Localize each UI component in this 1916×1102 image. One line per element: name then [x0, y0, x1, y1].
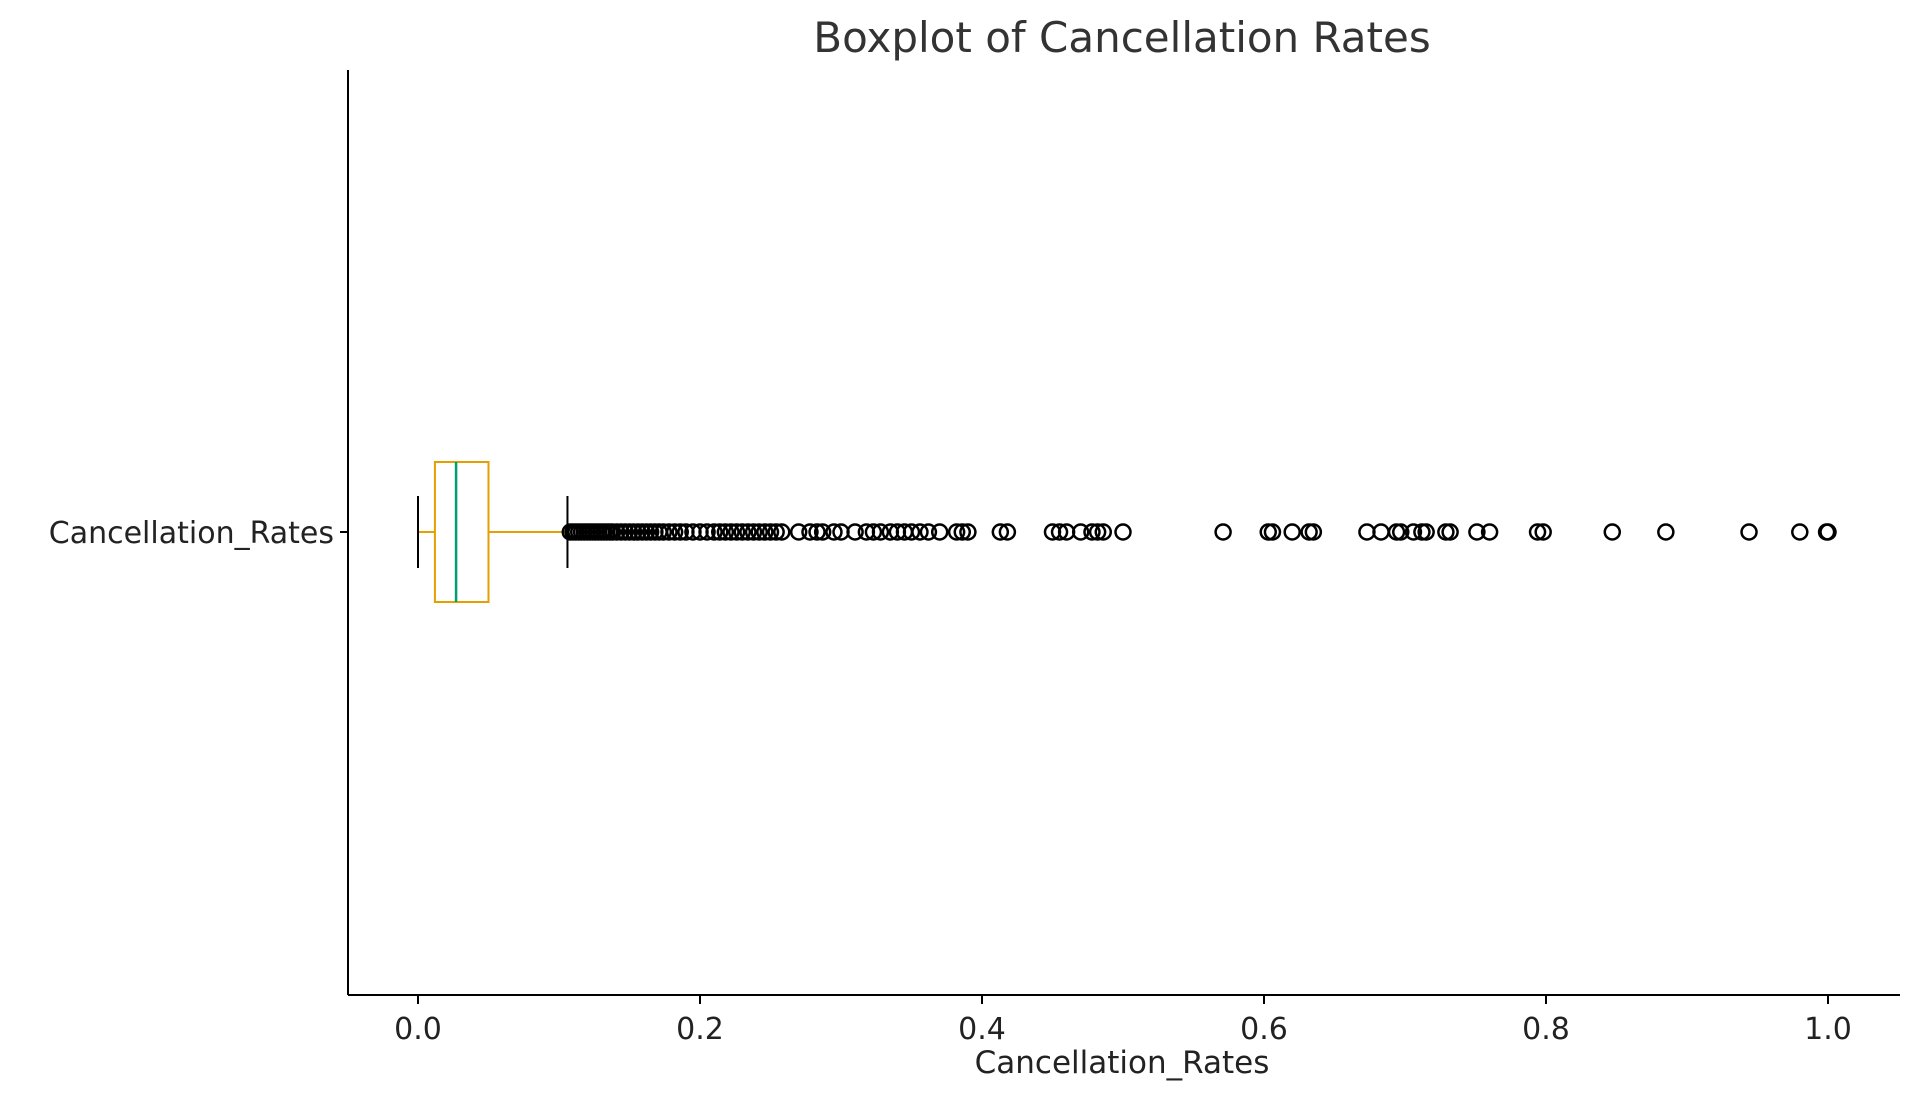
chart-title: Boxplot of Cancellation Rates [813, 13, 1430, 62]
x-tick-label: 0.6 [1240, 1012, 1288, 1047]
outlier-point [1263, 523, 1282, 541]
outlier-point [761, 523, 780, 541]
outlier-point [1468, 523, 1486, 541]
outlier-point [660, 523, 678, 541]
outlier-point [1819, 523, 1837, 541]
outlier-point [1392, 523, 1410, 541]
outlier-point [1534, 523, 1552, 541]
outlier-point [991, 523, 1010, 541]
outliers [561, 523, 1837, 541]
x-tick-label: 0.4 [958, 1012, 1006, 1047]
outlier-point [808, 523, 826, 541]
outlier-point [1480, 523, 1499, 541]
y-tick: Cancellation_Rates [49, 516, 348, 551]
outlier-point [813, 523, 832, 541]
iqr-box [433, 461, 490, 603]
outlier-point [871, 523, 890, 541]
outlier-point [705, 523, 723, 541]
x-tick-label: 0.0 [394, 1012, 442, 1047]
outlier-point [902, 523, 921, 541]
outlier-point [911, 523, 929, 541]
outlier-point [959, 523, 977, 541]
outlier-point [825, 523, 843, 541]
outlier-point [665, 523, 684, 541]
outlier-point [1441, 523, 1459, 541]
outlier-point [930, 523, 949, 541]
x-tick-label: 0.2 [676, 1012, 724, 1047]
outlier-point [947, 523, 966, 541]
outlier-point [739, 523, 757, 541]
outlier-point [727, 523, 746, 541]
outlier-point [1740, 523, 1758, 541]
outlier-point [654, 523, 673, 541]
x-ticks: 0.0 0.2 0.4 0.6 0.8 1.0 [394, 995, 1852, 1047]
outlier-point [846, 523, 864, 541]
outlier-point [698, 523, 716, 541]
x-axis-label: Cancellation_Rates [975, 1045, 1270, 1081]
outlier-point [953, 523, 972, 541]
outlier-point [789, 523, 808, 541]
outlier-point [1657, 523, 1675, 541]
outlier-point [722, 523, 740, 541]
outlier-point [864, 523, 883, 541]
outlier-point [1304, 523, 1323, 541]
x-tick-label: 0.8 [1522, 1012, 1570, 1047]
outlier-point [1791, 523, 1809, 541]
outlier-point [1214, 523, 1232, 541]
outlier-point [756, 523, 774, 541]
outlier-point [919, 523, 938, 541]
outlier-point [1417, 523, 1435, 541]
outlier-point [1404, 523, 1423, 541]
box-group [417, 461, 569, 603]
outlier-point [1372, 523, 1390, 541]
outlier-point [1094, 523, 1113, 541]
outlier-point [1114, 523, 1132, 541]
outlier-point [773, 523, 791, 541]
outlier-point [750, 523, 768, 541]
outlier-point [1358, 523, 1376, 541]
outlier-point [744, 523, 763, 541]
outlier-point [671, 523, 690, 541]
x-tick-label: 1.0 [1804, 1012, 1852, 1047]
outlier-point [716, 523, 735, 541]
outlier-point [1071, 523, 1090, 541]
outlier-point [1283, 523, 1301, 541]
outlier-point [801, 523, 819, 541]
outlier-point [1528, 523, 1547, 541]
outlier-point [1050, 523, 1069, 541]
outlier-point [1088, 523, 1107, 541]
outlier-point [710, 523, 729, 541]
outlier-point [1083, 523, 1101, 541]
outlier-point [1603, 523, 1622, 541]
outlier-point [733, 523, 752, 541]
outlier-point [767, 523, 785, 541]
y-tick-label: Cancellation_Rates [49, 516, 334, 551]
outlier-point [998, 523, 1017, 541]
